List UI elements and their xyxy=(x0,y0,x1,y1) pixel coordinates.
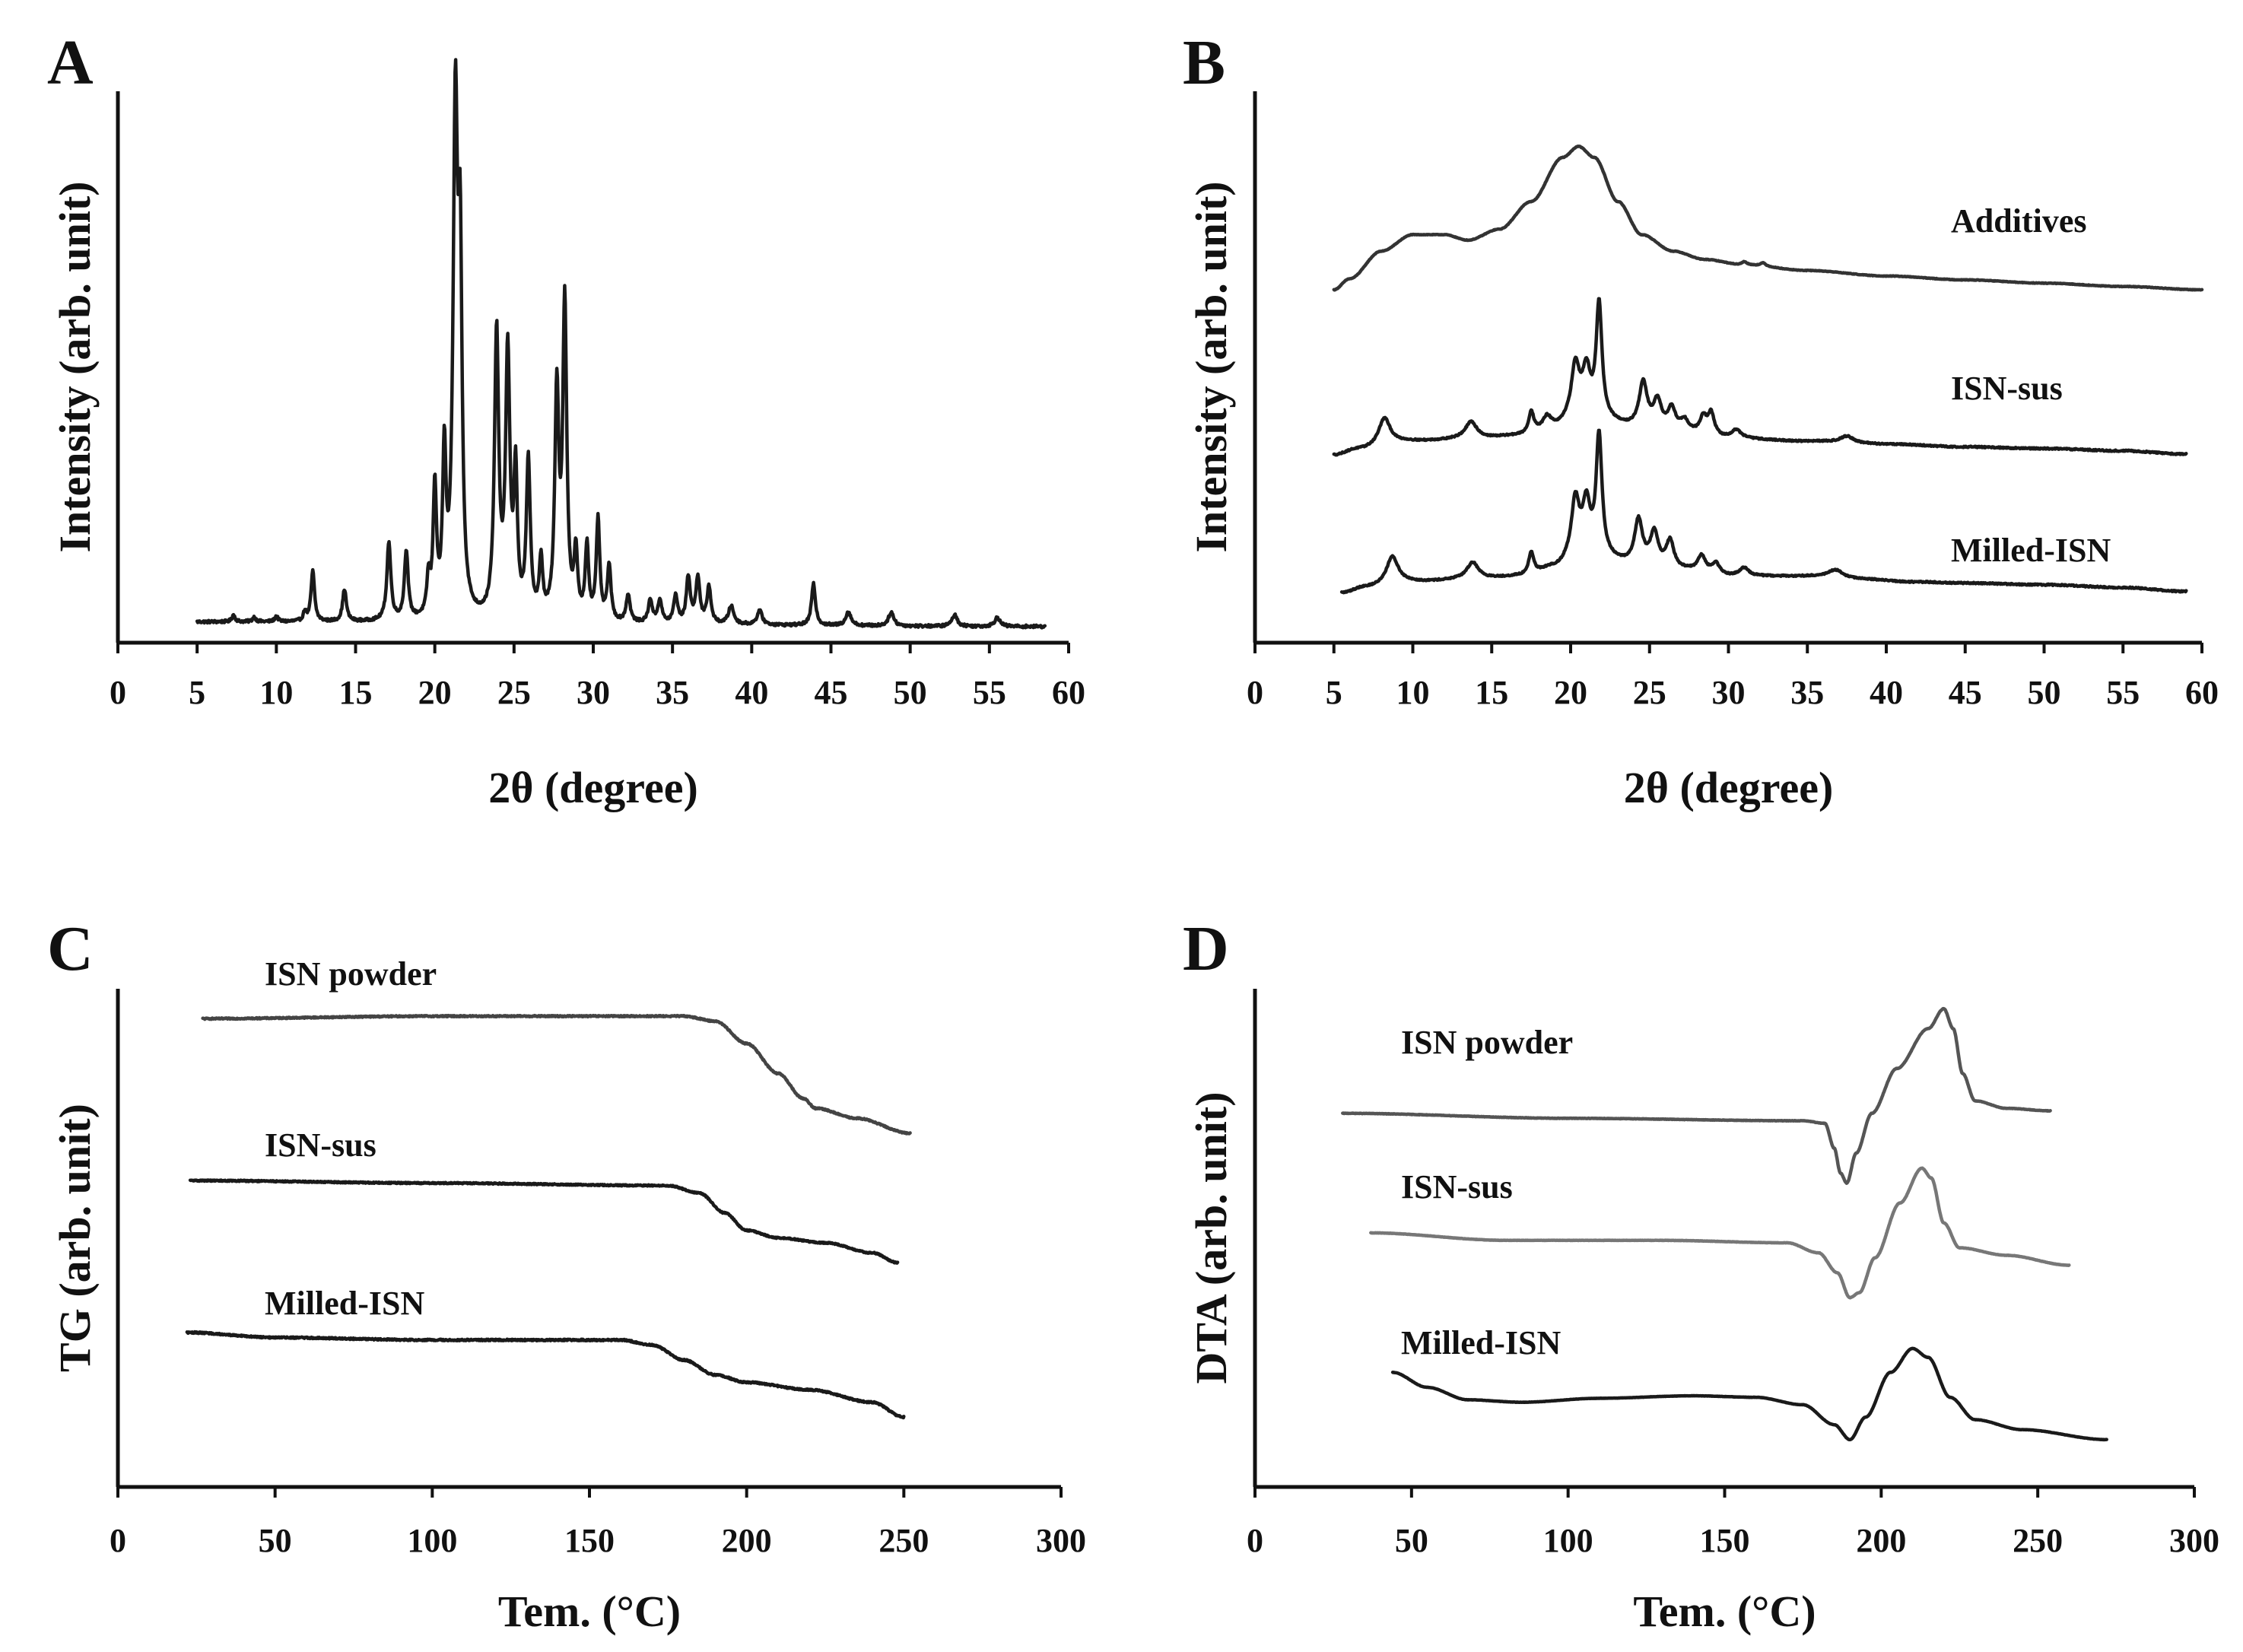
panel-a: A 0 5 10 15 20 25 30 35 40 45 50 55 60 2θ (degree) Inte… xyxy=(47,27,1085,812)
series-line-isn-sus xyxy=(1332,297,2188,457)
series-label: ISN-sus xyxy=(265,1126,376,1164)
x-tick-label: 45 xyxy=(1949,674,1982,711)
x-tick-label: 50 xyxy=(1395,1522,1428,1559)
x-tick-label: 0 xyxy=(110,674,126,711)
series-line-isn-sus xyxy=(188,1178,900,1265)
x-tick-label: 20 xyxy=(1554,674,1587,711)
series-label: Milled-ISN xyxy=(265,1285,424,1322)
panel-letter: B xyxy=(1183,27,1225,98)
x-tick-label: 0 xyxy=(1247,674,1263,711)
x-tick-label: 20 xyxy=(418,674,452,711)
series-line-isn-powder xyxy=(1341,1006,2052,1185)
x-tick-label: 10 xyxy=(259,674,293,711)
x-tick-label: 55 xyxy=(973,674,1006,711)
x-tick-label: 15 xyxy=(1475,674,1508,711)
panel-c: C 0 50 100 150 200 250 300 Tem. (°C) TG (arb. uni… xyxy=(47,913,1086,1636)
x-tick-label: 30 xyxy=(577,674,610,711)
y-axis-title: Intensity (arb. unit) xyxy=(1187,181,1236,552)
series-line-isn-sus xyxy=(1369,1166,2071,1300)
x-tick-label: 45 xyxy=(815,674,848,711)
x-tick-label: 200 xyxy=(1856,1522,1906,1559)
x-tick-label: 15 xyxy=(339,674,373,711)
series-line-milled-isn xyxy=(1339,428,2188,595)
x-tick-label: 0 xyxy=(1247,1522,1263,1559)
x-tick-label: 60 xyxy=(1052,674,1085,711)
panel-letter: D xyxy=(1183,913,1229,984)
series-label: ISN powder xyxy=(1401,1024,1573,1061)
x-tick-label: 25 xyxy=(497,674,531,711)
series-label: ISN powder xyxy=(265,955,437,993)
panel-b: B 0 5 10 15 20 25 30 35 40 45 50 55 60 2θ (degree) Inte… xyxy=(1183,27,2219,812)
x-tick-label: 100 xyxy=(407,1522,457,1559)
x-tick-label: 250 xyxy=(878,1522,929,1559)
x-tick-label: 100 xyxy=(1543,1522,1593,1559)
panel-letter: C xyxy=(47,913,94,984)
x-tick-label: 5 xyxy=(1326,674,1342,711)
x-axis-title: 2θ (degree) xyxy=(488,763,698,812)
y-axis-title: Intensity (arb. unit) xyxy=(50,181,100,552)
x-tick-label: 300 xyxy=(2169,1522,2219,1559)
x-tick-label: 0 xyxy=(110,1522,126,1559)
x-axis-title: Tem. (°C) xyxy=(498,1587,681,1636)
series-label: Milled-ISN xyxy=(1401,1324,1561,1361)
x-tick-label: 60 xyxy=(2185,674,2219,711)
x-tick-label: 50 xyxy=(259,1522,292,1559)
x-axis-title: 2θ (degree) xyxy=(1624,763,1834,812)
series-label: Additives xyxy=(1951,202,2086,240)
series-label: Milled-ISN xyxy=(1951,532,2111,569)
x-tick-label: 10 xyxy=(1396,674,1430,711)
series-line-milled-isn xyxy=(185,1330,906,1420)
x-tick-label: 50 xyxy=(2028,674,2061,711)
x-tick-label: 35 xyxy=(656,674,689,711)
x-tick-label: 35 xyxy=(1790,674,1824,711)
series-line-additives xyxy=(1332,145,2204,292)
series-line-isn-powder xyxy=(201,1013,912,1136)
x-tick-label: 150 xyxy=(564,1522,615,1559)
panel-letter: A xyxy=(47,27,94,98)
x-tick-label: 250 xyxy=(2013,1522,2063,1559)
series-label: ISN-sus xyxy=(1951,370,2063,407)
series-label: ISN-sus xyxy=(1401,1168,1513,1206)
x-tick-label: 30 xyxy=(1712,674,1746,711)
x-tick-label: 150 xyxy=(1700,1522,1750,1559)
x-tick-label: 200 xyxy=(722,1522,772,1559)
x-tick-label: 40 xyxy=(1870,674,1903,711)
x-tick-label: 50 xyxy=(894,674,927,711)
x-tick-label: 40 xyxy=(735,674,768,711)
x-tick-label: 5 xyxy=(189,674,205,711)
panel-d: D 0 50 100 150 200 250 300 Tem. (°C) DTA (arb. un… xyxy=(1183,913,2219,1636)
x-axis-title: Tem. (°C) xyxy=(1633,1587,1816,1636)
x-tick-label: 25 xyxy=(1633,674,1666,711)
series-line-milled-isn xyxy=(1390,1346,2108,1442)
x-tick-label: 300 xyxy=(1036,1522,1086,1559)
y-axis-title: TG (arb. unit) xyxy=(50,1104,100,1372)
series-line-isn xyxy=(195,58,1047,630)
y-axis-title: DTA (arb. unit) xyxy=(1187,1091,1236,1384)
x-tick-label: 55 xyxy=(2106,674,2140,711)
